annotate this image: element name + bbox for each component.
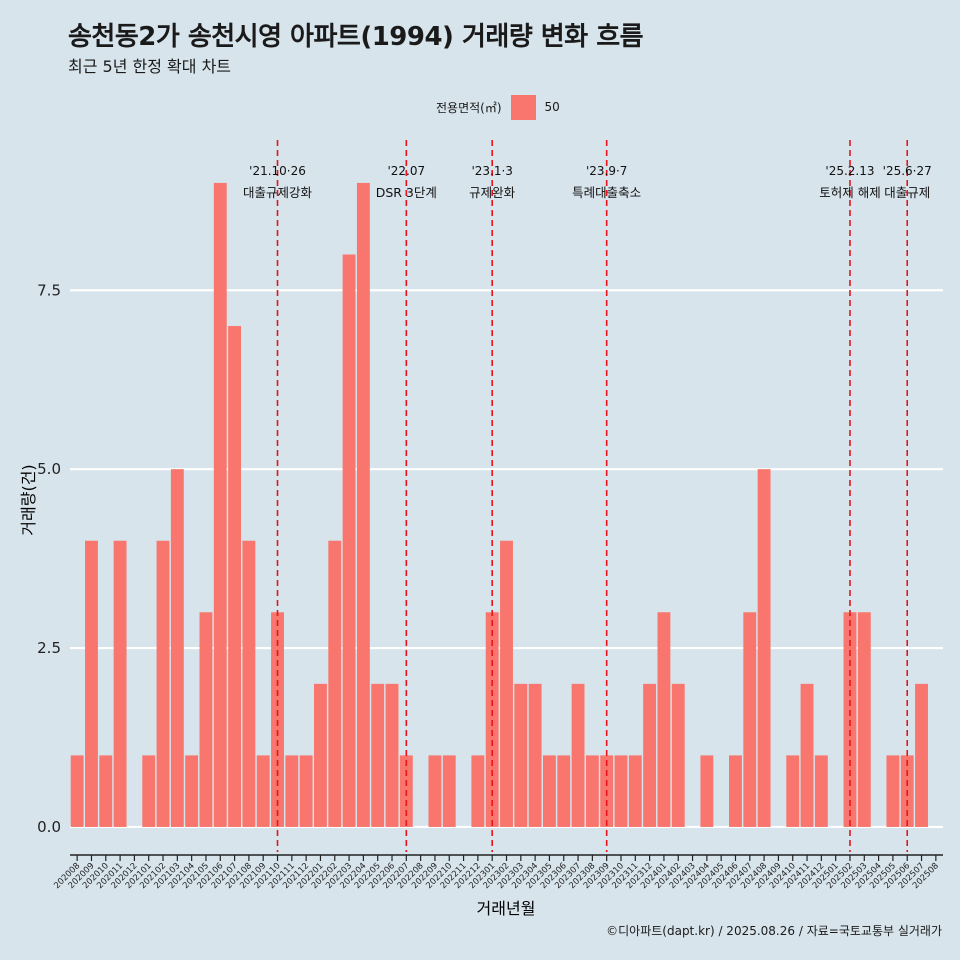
y-tick-label: 7.5 [37,281,61,299]
bar [256,755,270,827]
bar [113,540,127,827]
event-date-label: '25.2.13 [825,164,874,178]
x-axis-label: 거래년월 [477,899,536,918]
bar [371,683,385,827]
event-desc-label: 대출규제강화 [243,185,313,200]
bar [442,755,456,827]
bar [285,755,299,827]
bars [70,182,928,827]
bar [571,683,585,827]
bar [70,755,84,827]
event-markers: '21.10·26 대출규제강화 '22.07 DSR 3단계 '23.1·3 규제완화 '… [243,140,932,852]
y-tick-label: 2.5 [37,639,61,657]
event-desc-label: 대출규제 [884,185,930,200]
bar [356,182,370,827]
axes: 0.02.55.07.52020082020092020102020112020… [37,281,943,891]
bar [800,683,814,827]
bar [528,683,542,827]
bar [814,755,828,827]
bar [342,254,356,827]
bar [757,469,771,827]
bar [886,755,900,827]
bar [85,540,98,827]
bar [170,469,184,827]
bar [471,755,485,827]
bar [743,612,757,827]
bar [786,755,800,827]
bar [729,755,742,827]
event-date-label: '21.10·26 [249,164,306,178]
bar [614,755,628,827]
bar [557,755,571,827]
bar [199,612,213,827]
bar [585,755,599,827]
bar [514,683,528,827]
bar [142,755,156,827]
bar [328,540,342,827]
event-desc-label: 특례대출축소 [572,185,641,200]
bar [542,755,556,827]
event-date-label: '25.6·27 [883,164,932,178]
legend: 전용면적(㎡) 50 [436,93,560,121]
bar [700,755,714,827]
bar [213,182,227,827]
legend-key [510,94,536,120]
bar [99,755,113,827]
source-caption: ©디아파트(dapt.kr) / 2025.08.26 / 자료=국토교통부 실… [606,924,942,938]
bar [485,612,499,827]
bar [271,612,284,827]
bar [185,755,199,827]
bar [156,540,170,827]
event-desc-label: 규제완화 [469,185,516,200]
bar [428,755,442,827]
bar [671,683,685,827]
bar [385,683,399,827]
bar [857,612,871,827]
chart-subtitle: 최근 5년 한정 확대 차트 [68,57,232,76]
event-date-label: '23.1·3 [471,164,512,178]
bar [299,755,313,827]
bar [643,683,657,827]
bar [628,755,642,827]
bar [314,683,327,827]
legend-title: 전용면적(㎡) [436,100,502,115]
event-desc-label: DSR 3단계 [376,185,437,200]
event-date-label: '22.07 [387,164,425,178]
y-tick-label: 5.0 [37,460,61,478]
bar [915,683,928,827]
bar [843,612,857,827]
bar [657,612,671,827]
event-desc-label: 토허제 해제 [819,185,880,200]
event-date-label: '23.9·7 [586,164,627,178]
legend-label: 50 [544,100,560,114]
bar [242,540,256,827]
y-axis-label: 거래량(건) [19,464,38,535]
chart-title: 송천동2가 송천시영 아파트(1994) 거래량 변화 흐름 [68,22,644,52]
bar [500,540,513,827]
y-tick-label: 0.0 [37,818,61,836]
bar [228,326,242,827]
